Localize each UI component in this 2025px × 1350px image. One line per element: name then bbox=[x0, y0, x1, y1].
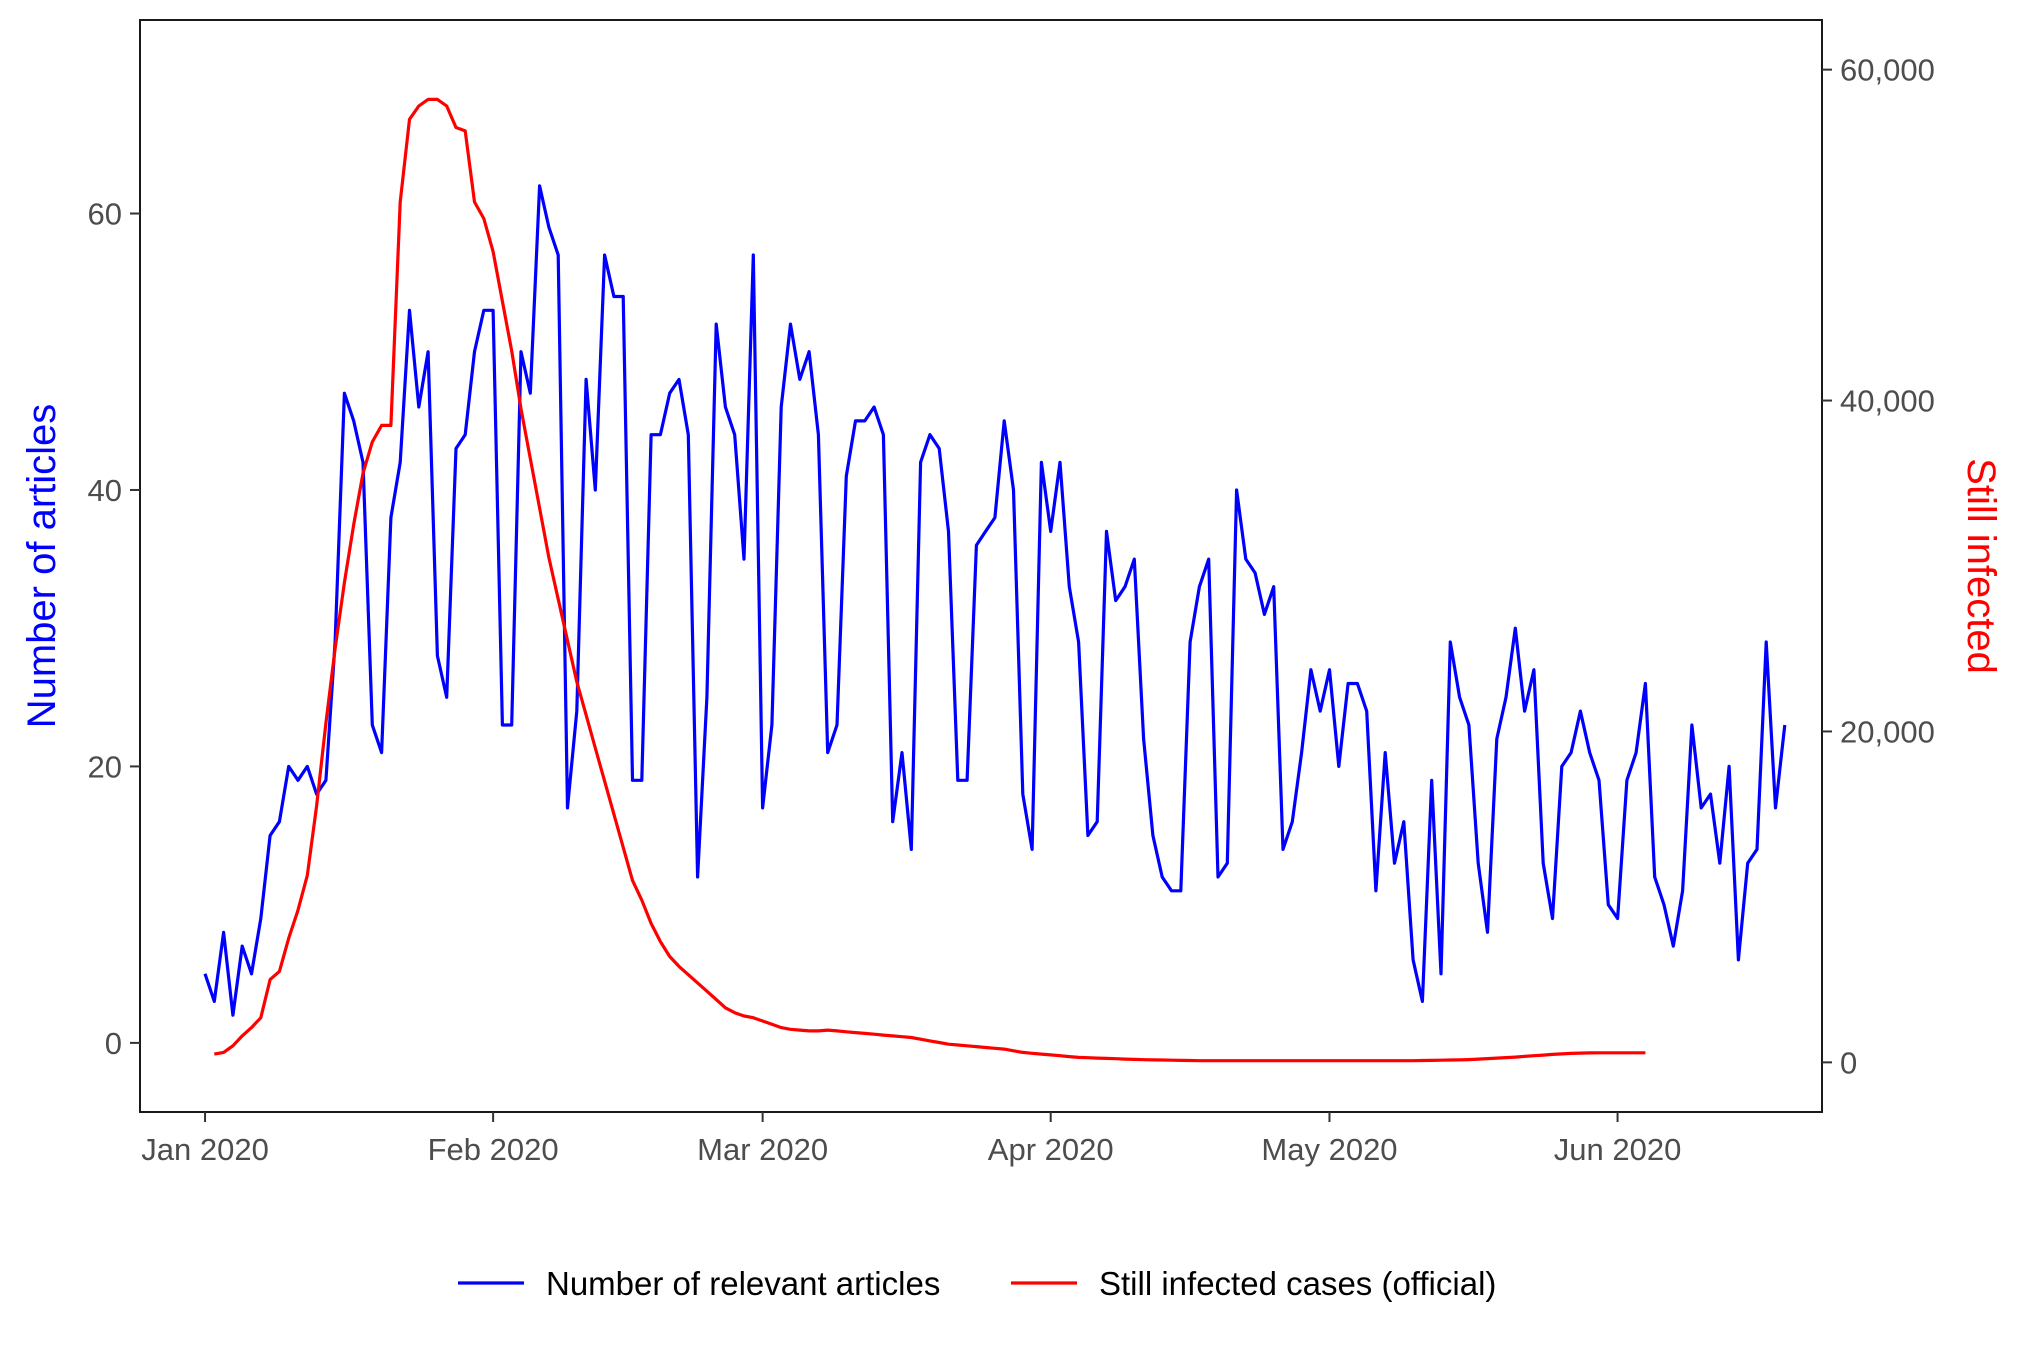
x-tick-label: May 2020 bbox=[1261, 1132, 1397, 1167]
series-layer bbox=[203, 97, 1787, 1063]
left-tick-label: 0 bbox=[105, 1026, 122, 1061]
left-tick-label: 20 bbox=[88, 749, 122, 784]
legend-label: Still infected cases (official) bbox=[1099, 1265, 1496, 1302]
right-y-axis: 0 20,000 40,000 60,000 bbox=[1822, 53, 1935, 1080]
right-tick-label: 0 bbox=[1840, 1045, 1857, 1080]
right-tick-label: 20,000 bbox=[1840, 714, 1935, 749]
x-tick-label: Mar 2020 bbox=[697, 1132, 828, 1167]
x-axis: Jan 2020 Feb 2020 Mar 2020 Apr 2020 May 2020… bbox=[141, 1112, 1681, 1167]
plot-panel bbox=[139, 19, 1823, 1113]
x-tick-label: Jun 2020 bbox=[1554, 1132, 1682, 1167]
right-tick-label: 60,000 bbox=[1840, 53, 1935, 88]
left-tick-label: 40 bbox=[88, 473, 122, 508]
left-y-axis: 0 20 40 60 bbox=[88, 197, 140, 1061]
left-axis-title: Number of articles bbox=[20, 404, 64, 729]
left-tick-label: 60 bbox=[88, 197, 122, 232]
legend-label: Number of relevant articles bbox=[546, 1265, 940, 1302]
legend: Number of relevant articles Still infecte… bbox=[458, 1265, 1496, 1302]
right-axis-title: Still infected bbox=[1959, 458, 2003, 674]
series-line bbox=[214, 97, 1646, 1063]
right-tick-label: 40,000 bbox=[1840, 384, 1935, 419]
x-tick-label: Jan 2020 bbox=[141, 1132, 269, 1167]
x-tick-label: Feb 2020 bbox=[428, 1132, 559, 1167]
series-line bbox=[203, 184, 1787, 1017]
x-tick-label: Apr 2020 bbox=[988, 1132, 1114, 1167]
